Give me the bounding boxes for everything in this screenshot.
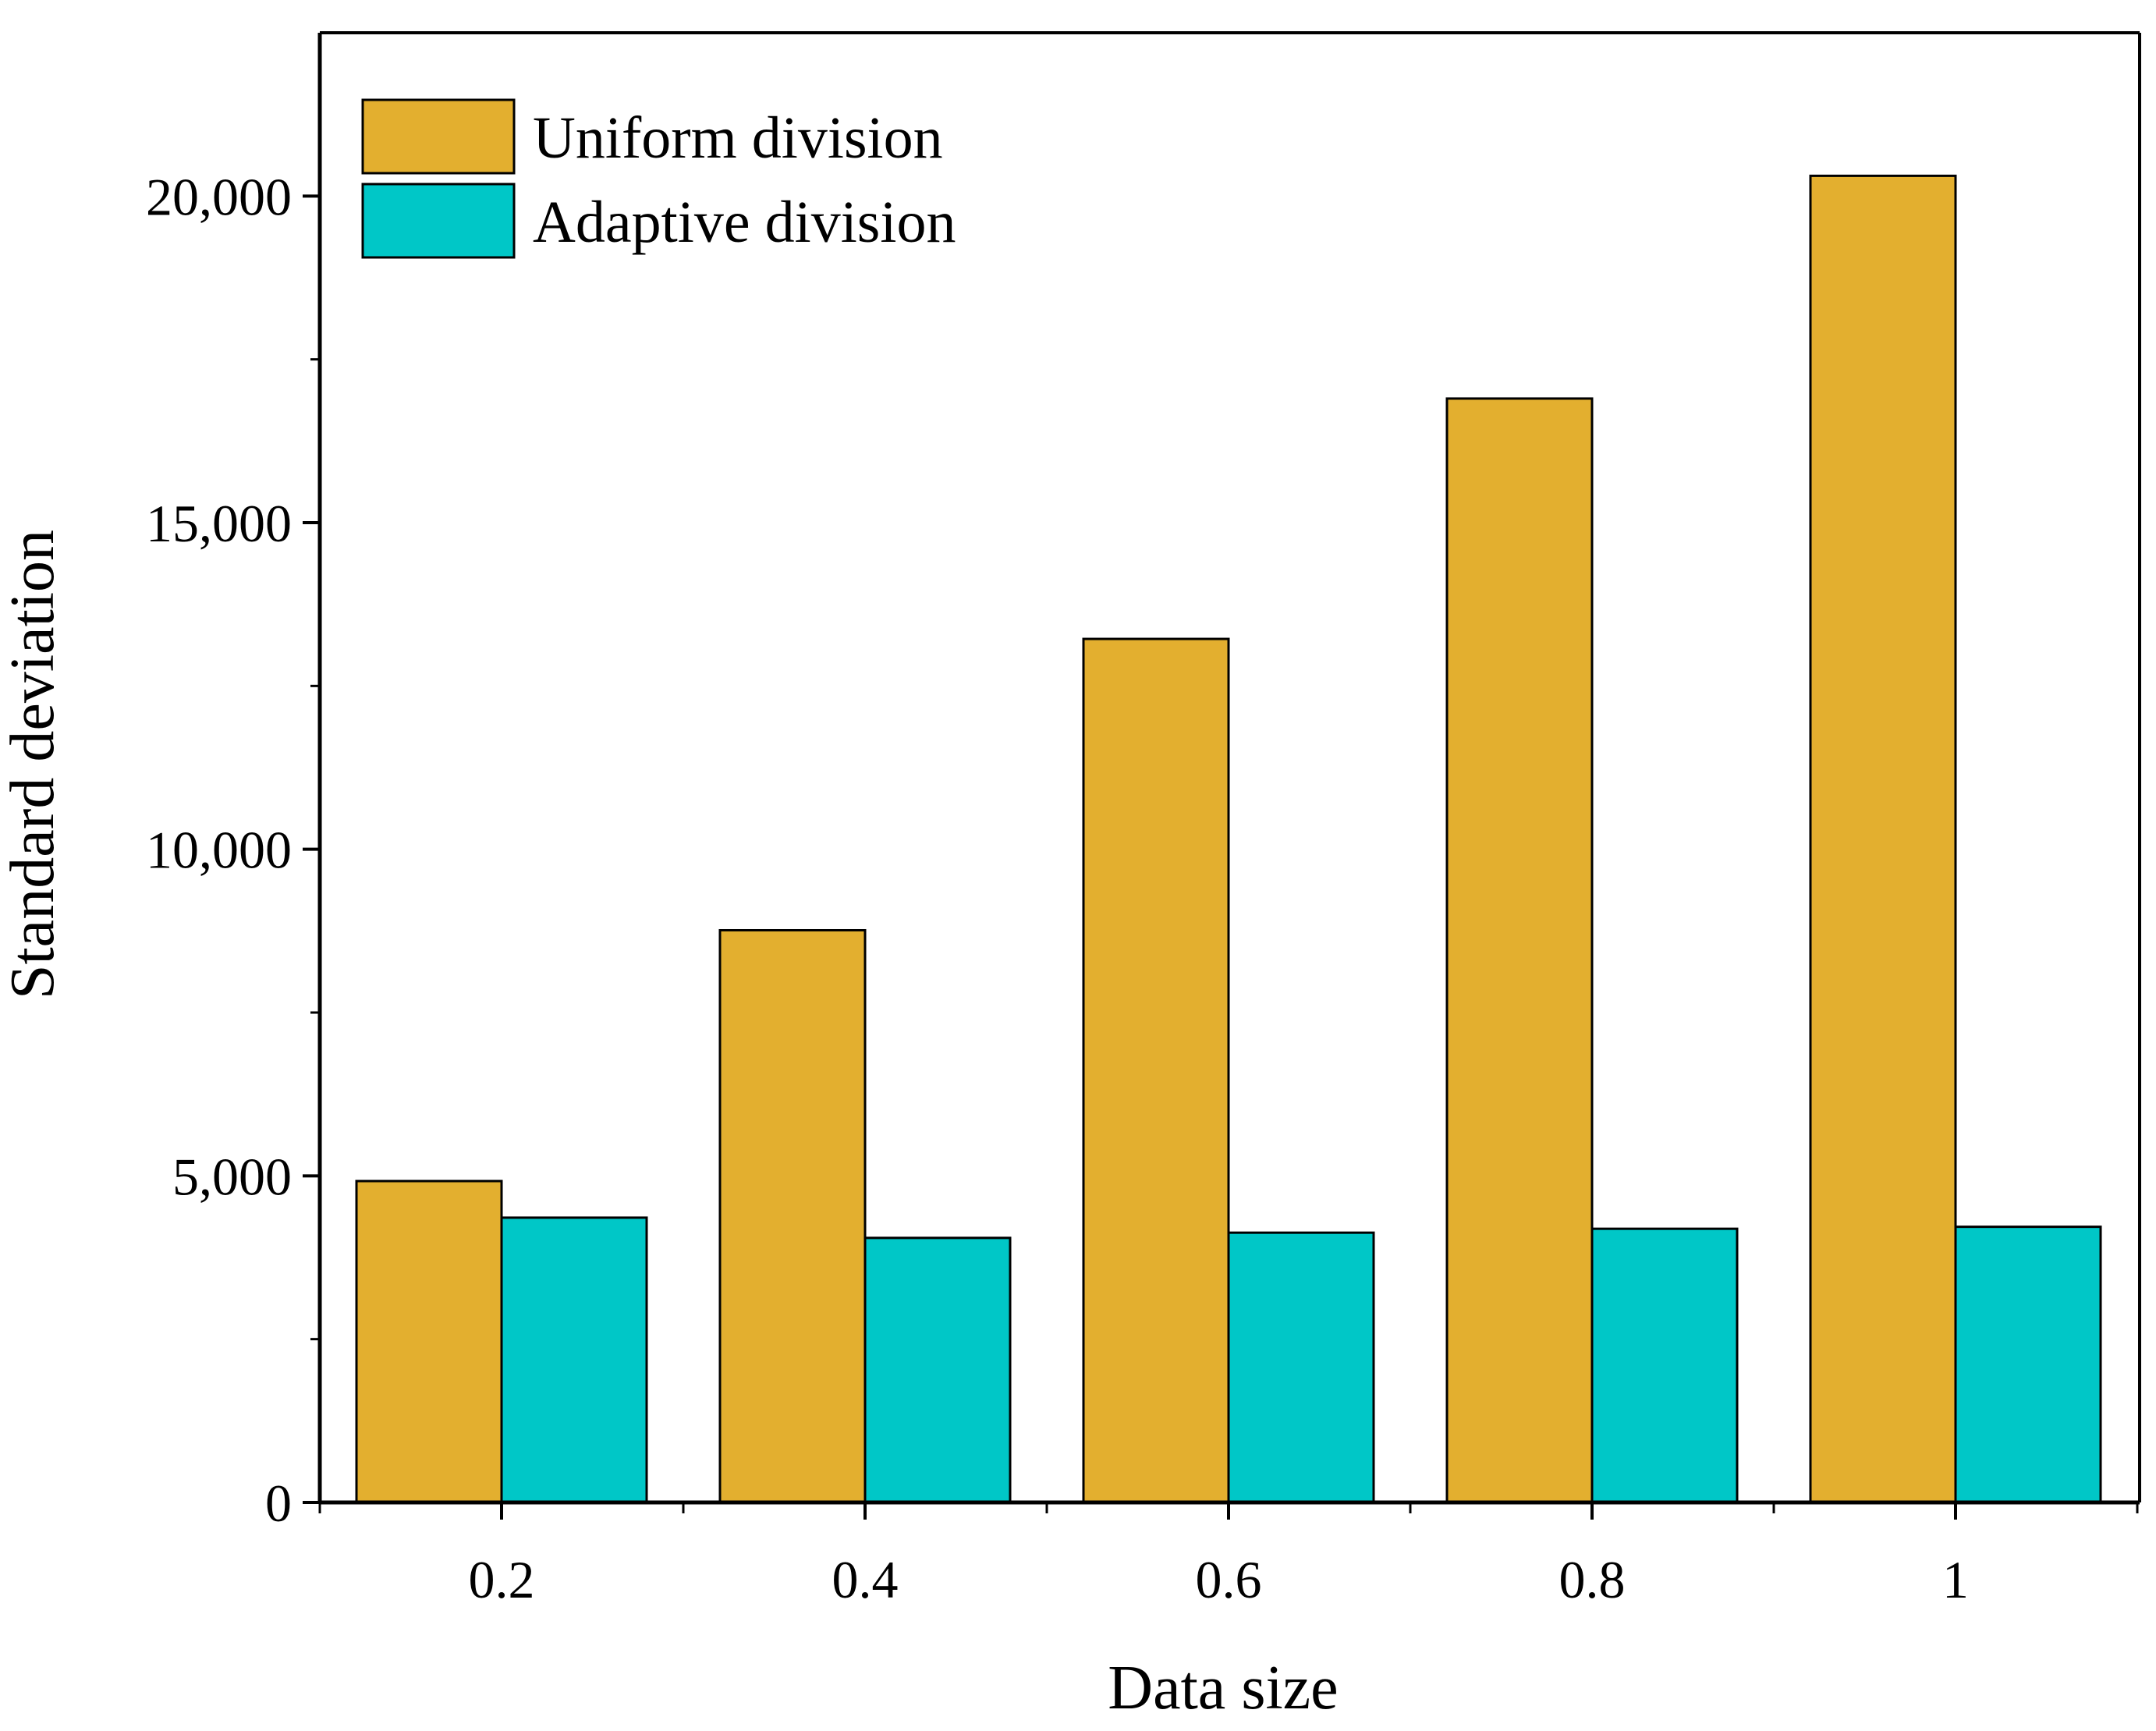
legend-swatch-uniform bbox=[361, 98, 516, 175]
legend: Uniform division Adaptive division bbox=[361, 98, 956, 259]
bar-uniform-0.6 bbox=[1082, 637, 1230, 1504]
x-tick-label: 0.6 bbox=[1196, 1550, 1262, 1609]
y-tick-label: 5,000 bbox=[172, 1147, 292, 1206]
y-tick-label: 15,000 bbox=[146, 494, 292, 553]
bar-uniform-0.2 bbox=[355, 1179, 503, 1504]
bar-adaptive-1 bbox=[1954, 1226, 2102, 1504]
plot-frame bbox=[320, 31, 2141, 1502]
bar-adaptive-0.2 bbox=[500, 1216, 648, 1504]
legend-label-adaptive: Adaptive division bbox=[533, 190, 956, 255]
x-tick-label: 0.2 bbox=[469, 1550, 535, 1609]
x-tick-label: 0.8 bbox=[1559, 1550, 1626, 1609]
x-tick-label: 0.4 bbox=[832, 1550, 899, 1609]
bar-uniform-1 bbox=[1809, 174, 1957, 1504]
x-axis: 0.2 0.4 0.6 0.8 1 bbox=[318, 1500, 2140, 1609]
x-tick-label: 1 bbox=[1942, 1550, 1969, 1609]
bar-adaptive-0.6 bbox=[1227, 1231, 1375, 1504]
bar-adaptive-0.8 bbox=[1590, 1227, 1739, 1504]
y-axis-title: Standard deviation bbox=[0, 530, 67, 999]
x-axis-title: Data size bbox=[1108, 1654, 1338, 1722]
bar-adaptive-0.4 bbox=[863, 1236, 1012, 1504]
bar-uniform-0.8 bbox=[1445, 397, 1594, 1504]
y-tick-label: 20,000 bbox=[146, 167, 292, 226]
legend-swatch-adaptive bbox=[361, 183, 516, 259]
legend-label-uniform: Uniform division bbox=[533, 105, 943, 171]
y-tick-label: 0 bbox=[265, 1474, 292, 1533]
bars-group bbox=[355, 174, 2102, 1504]
y-axis: 0 5,000 10,000 15,000 20,000 bbox=[146, 33, 322, 1533]
y-tick-label: 10,000 bbox=[146, 821, 292, 880]
bar-uniform-0.4 bbox=[718, 928, 867, 1504]
